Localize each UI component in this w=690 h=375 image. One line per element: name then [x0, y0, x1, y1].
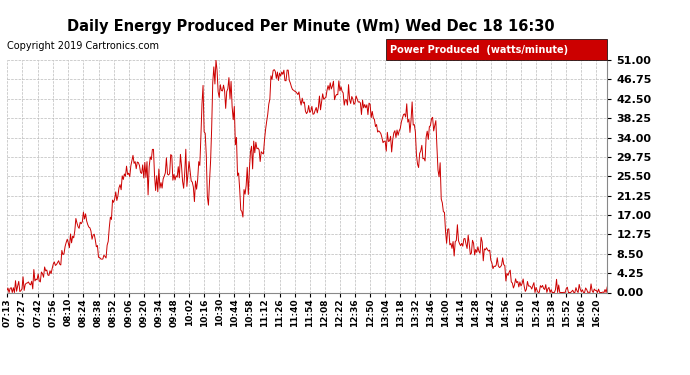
Text: Daily Energy Produced Per Minute (Wm) Wed Dec 18 16:30: Daily Energy Produced Per Minute (Wm) We…: [67, 19, 554, 34]
Text: Copyright 2019 Cartronics.com: Copyright 2019 Cartronics.com: [7, 41, 159, 51]
Text: Power Produced  (watts/minute): Power Produced (watts/minute): [390, 45, 568, 55]
